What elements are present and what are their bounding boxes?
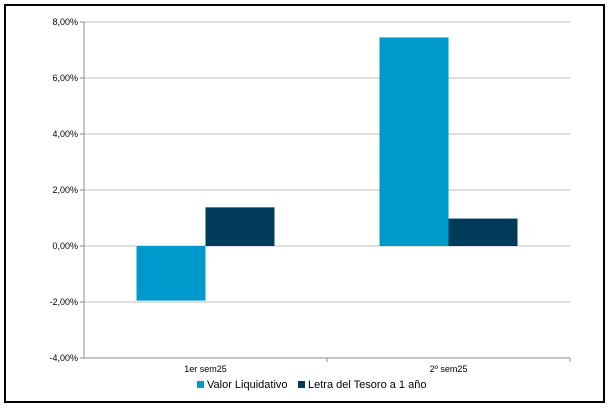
axes: [80, 21, 571, 362]
tick-labels: 8,00% 6,00% 4,00% 2,00% 0,00% -2,00% -4,00% 1er…: [49, 17, 467, 374]
legend-label: Letra del Tesoro a 1 año: [308, 379, 426, 391]
legend-label: Valor Liquidativo: [207, 379, 288, 391]
bars: [136, 37, 518, 301]
y-tick-label: -4,00%: [49, 353, 78, 363]
legend: Valor Liquidativo Letra del Tesoro a 1 añ…: [197, 379, 426, 391]
legend-swatch: [197, 381, 204, 388]
chart-frame: [4, 4, 605, 403]
bar-letra-tesoro: [448, 218, 518, 246]
y-tick-label: 4,00%: [52, 129, 78, 139]
y-tick-label: 0,00%: [52, 241, 78, 251]
y-tick-label: 2,00%: [52, 185, 78, 195]
y-tick-label: 8,00%: [52, 17, 78, 27]
bar-valor-liquidativo: [379, 37, 449, 247]
x-tick-label: 1er sem25: [184, 364, 227, 374]
x-tick-label: 2º sem25: [430, 364, 468, 374]
y-tick-label: 6,00%: [52, 73, 78, 83]
bar-letra-tesoro: [205, 207, 275, 246]
legend-swatch: [298, 381, 305, 388]
bar-valor-liquidativo: [136, 246, 206, 301]
y-tick-label: -2,00%: [49, 297, 78, 307]
gridlines: [84, 21, 570, 359]
